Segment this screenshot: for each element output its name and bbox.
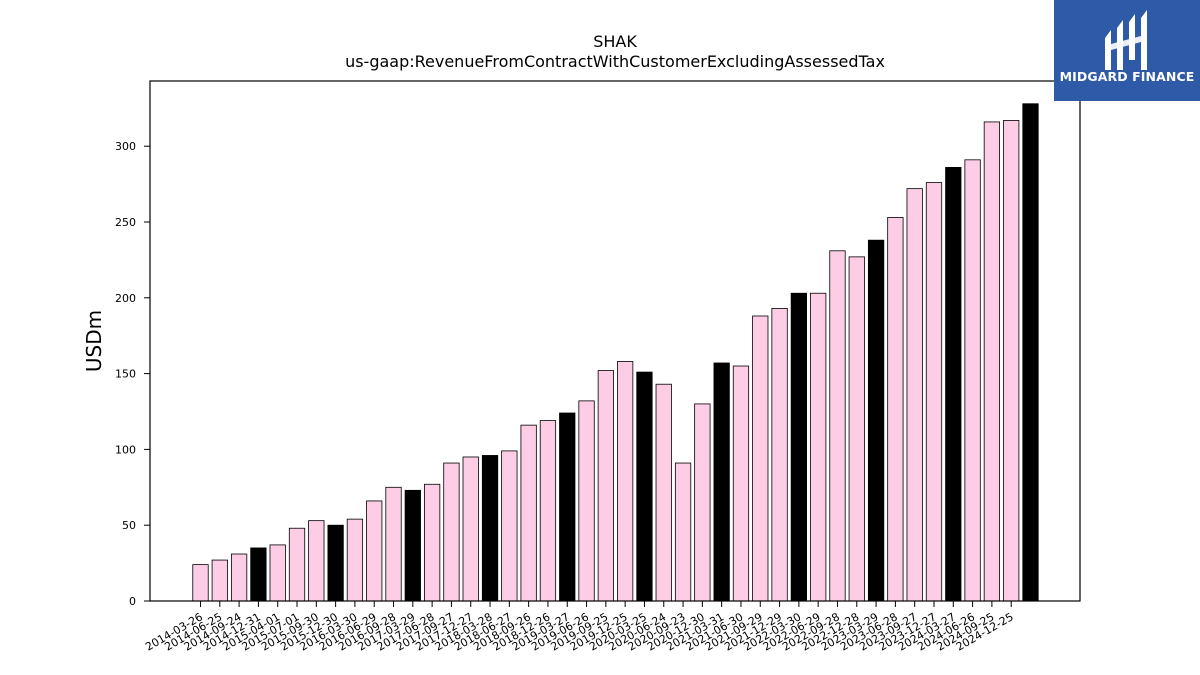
bar xyxy=(269,544,286,602)
bar xyxy=(790,292,807,602)
bar xyxy=(887,217,904,602)
bar xyxy=(539,420,557,602)
chart-title: SHAK xyxy=(593,32,637,51)
bar xyxy=(443,462,460,602)
bar xyxy=(674,462,692,602)
bar xyxy=(848,256,865,602)
bar xyxy=(288,527,306,602)
bar xyxy=(211,559,228,602)
bar xyxy=(713,362,730,602)
bar xyxy=(385,486,402,602)
bar xyxy=(945,167,962,602)
bar xyxy=(230,553,248,602)
bar xyxy=(829,250,846,602)
bar xyxy=(867,239,885,602)
y-tick-label: 150 xyxy=(115,368,136,381)
bar xyxy=(559,412,576,602)
x-axis: 2014-03-262014-06-252014-09-242014-12-31… xyxy=(143,601,1016,654)
midgard-finance-logo: MIDGARD FINANCE xyxy=(1054,0,1200,101)
bar xyxy=(520,424,537,602)
bar xyxy=(250,547,267,602)
logo-mark-icon xyxy=(1105,10,1147,70)
bar xyxy=(925,182,943,602)
chart-subtitle: us-gaap:RevenueFromContractWithCustomerE… xyxy=(345,52,885,71)
y-axis: 0 50 100 150 200 250 300 xyxy=(115,140,150,608)
bar xyxy=(752,315,769,602)
bar xyxy=(771,308,788,602)
bar xyxy=(732,365,750,602)
bar xyxy=(694,403,711,602)
y-axis-label: USDm xyxy=(82,310,106,372)
bar xyxy=(1022,103,1039,602)
bar xyxy=(964,159,981,602)
bar xyxy=(617,361,634,602)
bar xyxy=(481,455,499,602)
y-tick-label: 0 xyxy=(129,595,136,608)
bar xyxy=(327,524,344,602)
bar xyxy=(501,450,518,602)
bar xyxy=(597,370,614,602)
bar xyxy=(810,292,827,602)
bar xyxy=(578,400,595,602)
bar xyxy=(983,121,1001,602)
y-tick-label: 100 xyxy=(115,443,136,456)
bar xyxy=(1003,120,1020,602)
bar xyxy=(366,500,383,602)
y-tick-label: 250 xyxy=(115,216,136,229)
bar xyxy=(192,564,209,602)
y-tick-label: 50 xyxy=(122,519,136,532)
bar xyxy=(636,371,653,602)
logo-text: MIDGARD FINANCE xyxy=(1059,69,1195,84)
bar xyxy=(346,518,364,602)
y-tick-label: 200 xyxy=(115,292,136,305)
bars-group xyxy=(192,103,1039,602)
bar xyxy=(462,456,479,602)
bar xyxy=(424,483,441,602)
y-tick-label: 300 xyxy=(115,140,136,153)
plot-frame xyxy=(149,80,1081,602)
bar xyxy=(655,383,672,602)
bar xyxy=(308,520,325,602)
bar xyxy=(404,489,421,602)
bar xyxy=(906,188,923,602)
